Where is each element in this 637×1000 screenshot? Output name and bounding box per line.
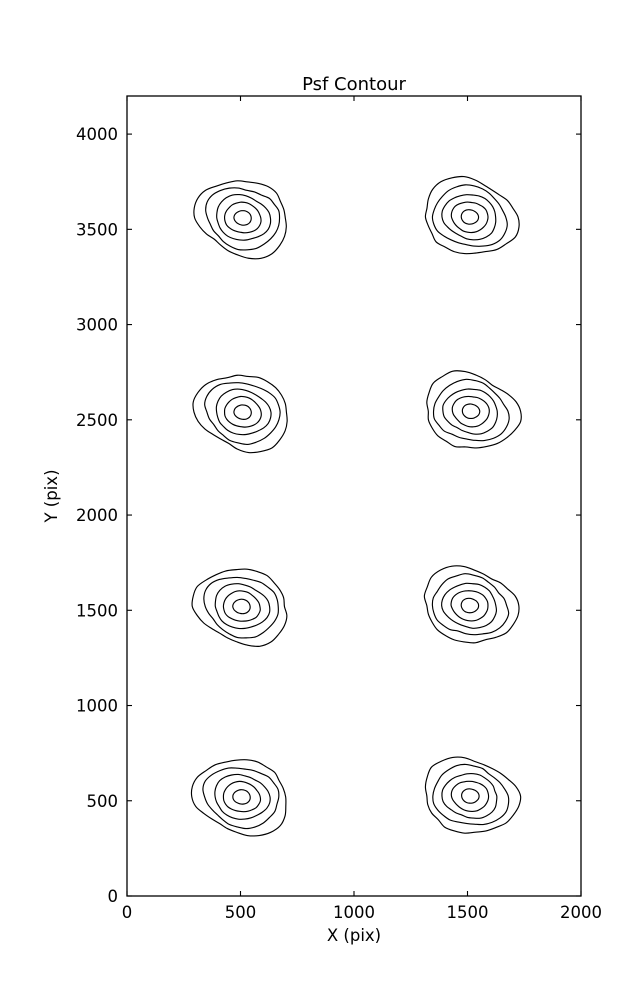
contour-ring <box>442 388 498 435</box>
psf-source <box>423 565 520 644</box>
contour-ring <box>460 209 480 225</box>
psf-source <box>190 759 287 837</box>
contour-ring <box>204 382 281 445</box>
contour-ring <box>233 404 252 420</box>
psf-source <box>426 370 522 449</box>
contour-ring <box>451 395 490 428</box>
contour-ring <box>222 780 262 813</box>
contour-ring <box>431 184 508 247</box>
contour-ring <box>441 194 497 241</box>
contour-ring <box>432 763 510 826</box>
contour-ring <box>431 573 510 636</box>
axis-ticks <box>126 96 582 897</box>
contour-ring <box>222 590 261 622</box>
contour-ring <box>202 767 280 830</box>
contour-ring <box>461 788 480 804</box>
contour-ring <box>423 565 520 644</box>
contour-ring <box>426 370 522 449</box>
x-axis-label: X (pix) <box>327 926 381 945</box>
psf-source <box>424 175 520 255</box>
contour-ring <box>424 175 520 255</box>
x-tick-label: 1000 <box>333 903 375 922</box>
contour-ring <box>193 180 287 260</box>
psf-source <box>193 180 287 260</box>
psf-source <box>191 568 288 647</box>
contour-ring <box>203 576 279 639</box>
psf-source <box>424 756 522 834</box>
contour-ring <box>216 193 272 241</box>
contour-ring <box>232 598 251 615</box>
contour-ring <box>450 201 489 234</box>
y-tick-label: 1000 <box>76 697 118 716</box>
axis-tick-labels: 0 500 1000 1500 2000 0 500 1000 1500 2000 2500 3000… <box>76 125 602 922</box>
y-tick-label: 3500 <box>76 220 118 239</box>
contour-ring <box>441 582 498 629</box>
contour-ring <box>460 597 480 614</box>
contour-ring <box>450 590 489 622</box>
x-tick-label: 500 <box>225 903 257 922</box>
y-tick-label: 2500 <box>76 411 118 430</box>
contour-ring <box>192 374 288 454</box>
contour-ring <box>215 388 272 436</box>
contour-ring <box>190 759 287 837</box>
contour-ring <box>191 568 288 647</box>
contour-ring <box>214 773 271 820</box>
y-axis-label: Y (pix) <box>42 469 61 523</box>
y-tick-label: 3000 <box>76 316 118 335</box>
contour-ring <box>205 187 281 251</box>
x-tick-label: 0 <box>122 903 133 922</box>
contour-ring <box>450 780 490 812</box>
y-tick-label: 2000 <box>76 506 118 525</box>
contour-ring <box>461 403 481 420</box>
contour-ring <box>424 756 522 834</box>
y-tick-label: 0 <box>108 887 119 906</box>
psf-source <box>192 374 288 454</box>
contour-ring <box>432 378 510 442</box>
page-title: Psf Contour <box>302 74 406 95</box>
contour-ring <box>223 395 262 428</box>
contour-ring <box>441 772 498 819</box>
x-tick-label: 2000 <box>560 903 602 922</box>
contour-series <box>190 175 522 837</box>
contour-ring <box>214 583 271 630</box>
contour-ring <box>223 201 262 234</box>
contour-ring <box>232 789 251 805</box>
y-tick-label: 1500 <box>76 601 118 620</box>
y-tick-label: 500 <box>87 792 119 811</box>
contour-ring <box>233 210 252 226</box>
x-tick-label: 1500 <box>447 903 489 922</box>
y-tick-label: 4000 <box>76 125 118 144</box>
